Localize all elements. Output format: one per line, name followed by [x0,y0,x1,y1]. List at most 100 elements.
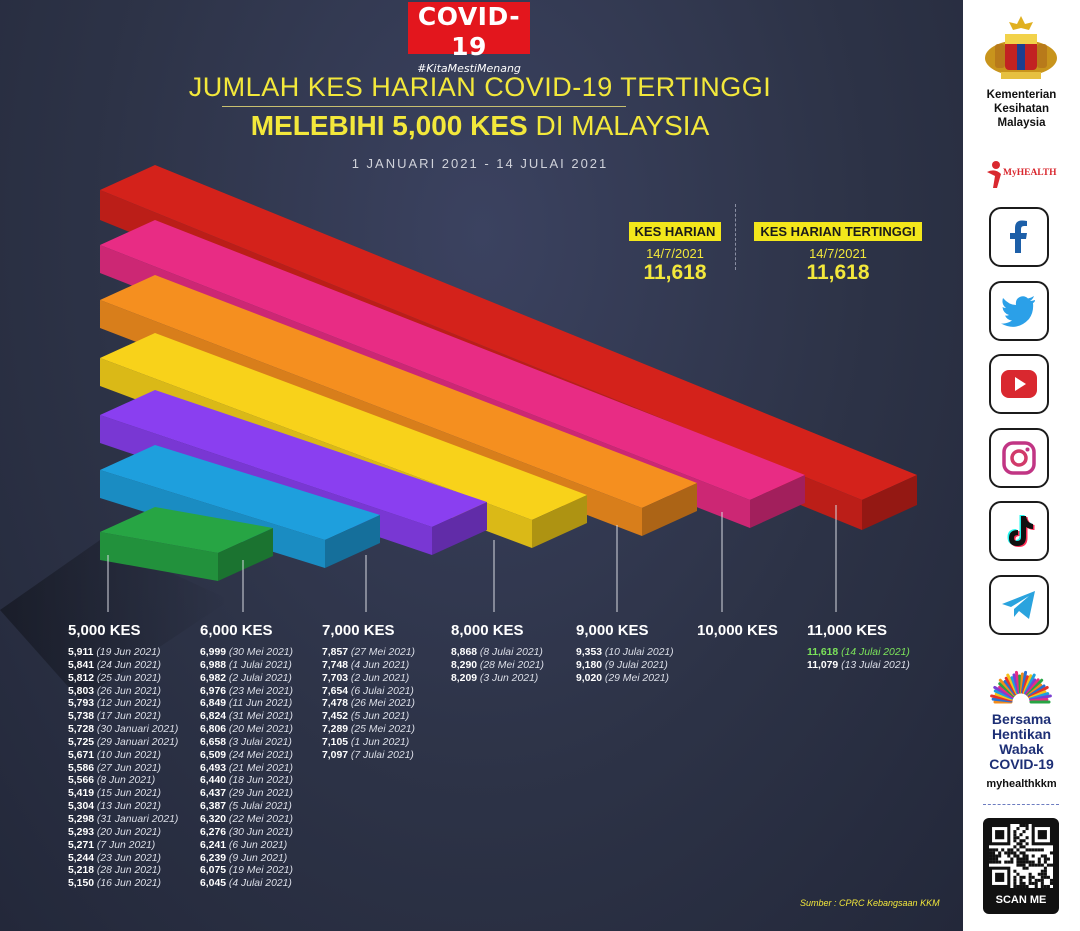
qr-module [1013,833,1017,837]
qr-module [1022,857,1026,861]
qr-module [1031,863,1035,867]
qr-module [1043,854,1047,858]
column-heading-8000: 8,000 KES [451,622,524,639]
qr-module [1007,848,1011,852]
qr-module [1019,824,1023,828]
ministry-line2: Kesihatan [994,103,1049,115]
facebook-button[interactable] [989,207,1049,267]
qr-module [1022,854,1026,858]
infographic-main: COVID-19 #KitaMestiMenang JUMLAH KES HAR… [0,0,963,931]
case-date: (9 Jun 2021) [226,852,288,864]
campaign-handle: myhealthkkm [986,778,1057,790]
qr-module [1019,860,1023,864]
case-value: 5,911 [68,647,94,658]
qr-module [1022,845,1026,849]
case-entry: 11,079 (13 Julai 2021) [807,660,910,673]
case-date: (4 Julai 2021) [226,878,292,890]
bar-k9-end [642,483,697,536]
qr-module [1013,839,1017,843]
case-date: (21 Mei 2021) [226,762,294,774]
qr-module [1040,875,1044,879]
case-entry: 6,849 (11 Jun 2021) [200,698,293,711]
case-value: 5,841 [68,659,95,671]
qr-module [1016,836,1020,840]
case-entry: 8,868 (8 Julai 2021) [451,647,544,660]
qr-module [1016,842,1020,846]
case-date: (24 Jun 2021) [94,659,162,671]
qr-module [1031,881,1035,885]
qr-module [1007,851,1011,855]
qr-module [992,860,996,864]
bar-k5-front [100,532,218,581]
case-date: (25 Mei 2021) [348,724,416,736]
case-list-7000: 7,857 (27 Mei 2021) 7,748 (4 Jun 2021) 7,7… [322,647,415,763]
case-entry: 6,276 (30 Jun 2021) [200,827,293,840]
stat-daily: KES HARIAN 14/7/2021 11,618 [626,221,724,285]
bar-k11-top [100,165,917,500]
qr-module [1034,881,1038,885]
bar-k8-end [532,495,587,548]
qr-module [1049,881,1053,885]
case-date: (2 Julai 2021) [226,672,292,684]
case-date: (31 Januari 2021) [94,813,179,825]
qr-module [1037,857,1041,861]
qr-module [1022,881,1026,885]
case-date: (4 Jun 2021) [348,659,410,671]
qr-module [1034,848,1038,852]
qr-module [1028,872,1032,876]
case-value: 5,244 [68,852,95,864]
instagram-button[interactable] [989,428,1049,488]
qr-module [989,860,993,864]
case-entry: 6,045 (4 Julai 2021) [200,878,293,891]
telegram-button[interactable] [989,575,1049,635]
case-date: (29 Januari 2021) [94,736,179,748]
bars-graphic [0,165,917,700]
case-value: 5,793 [68,698,95,710]
qr-code-block[interactable]: SCAN ME [983,818,1059,914]
case-value: 9,180 [576,659,603,671]
qr-module [1025,854,1029,858]
case-entry: 9,020 (29 Mei 2021) [576,673,674,686]
case-entry: 7,857 (27 Mei 2021) [322,647,415,660]
qr-module [1037,878,1041,882]
twitter-button[interactable] [989,281,1049,341]
qr-module [1025,824,1029,828]
qr-module [995,854,999,858]
case-entry: 6,509 (24 Mei 2021) [200,750,293,763]
qr-module [1040,872,1044,876]
tiktok-icon [1007,515,1035,547]
case-value: 6,976 [200,685,227,697]
case-date: (13 Jun 2021) [94,801,162,813]
qr-module [989,857,993,861]
sidebar-divider [983,804,1059,805]
case-date: (1 Jun 2021) [348,736,410,748]
qr-finder [995,872,1005,882]
qr-module [1037,872,1041,876]
case-value: 5,271 [68,839,95,851]
youtube-button[interactable] [989,354,1049,414]
qr-module [1010,857,1014,861]
qr-module [1028,860,1032,864]
case-entry: 6,999 (30 Mei 2021) [200,647,293,660]
case-date: (27 Mei 2021) [348,647,416,658]
case-entry: 5,841 (24 Jun 2021) [68,660,178,673]
case-value: 9,020 [576,672,603,684]
bar-k11-end [862,475,917,530]
case-entry: 5,566 (8 Jun 2021) [68,775,178,788]
instagram-icon [1002,441,1036,475]
qr-module [1019,878,1023,882]
case-entry: 6,806 (20 Mei 2021) [200,724,293,737]
tiktok-button[interactable] [989,501,1049,561]
case-entry: 5,298 (31 Januari 2021) [68,814,178,827]
case-date: (16 Jun 2021) [94,878,162,890]
qr-module [1022,824,1026,828]
case-date: (30 Mei 2021) [226,647,294,658]
bar-k9-top [100,275,697,508]
qr-module [1040,869,1044,873]
case-list-11000: 11,618 (14 Julai 2021) 11,079 (13 Julai 2… [807,647,910,673]
ministry-name: Kementerian Kesihatan Malaysia [963,88,1080,130]
case-date: (7 Jun 2021) [94,839,156,851]
stat-highest-value: 11,618 [806,261,870,284]
qr-module [992,848,996,852]
case-date: (26 Jun 2021) [94,685,162,697]
